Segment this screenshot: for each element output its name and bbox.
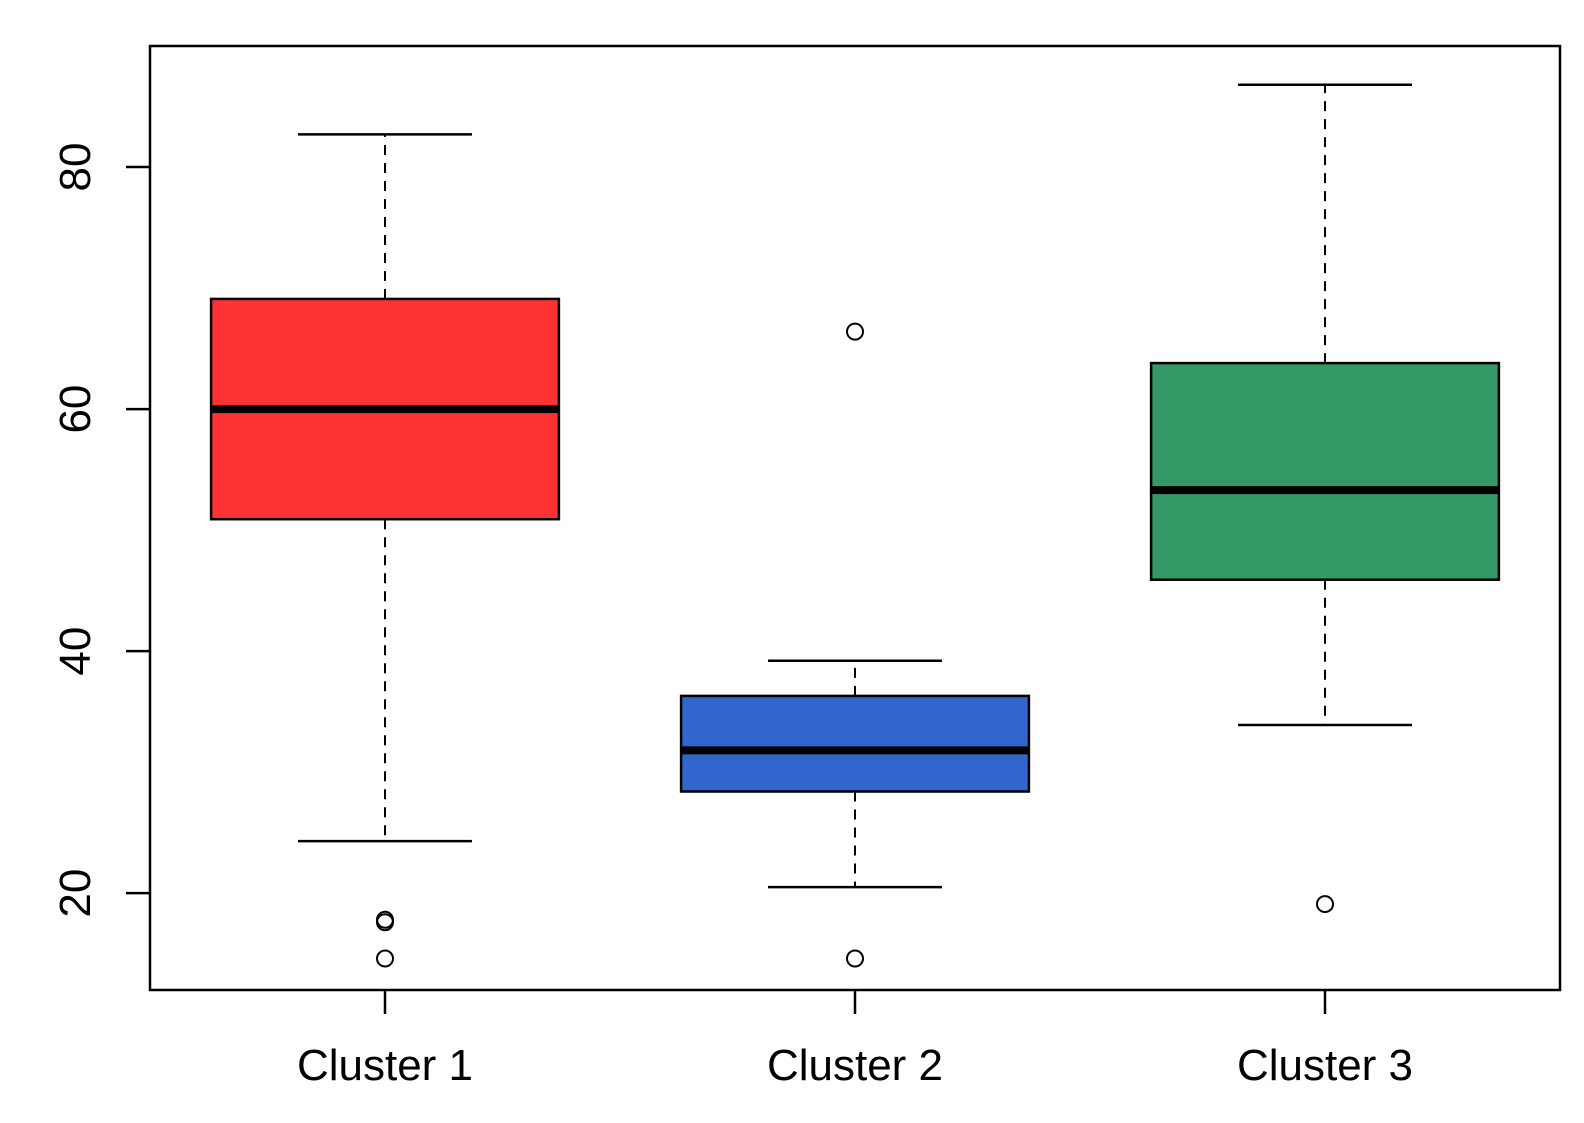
y-tick-label: 20 — [51, 869, 100, 918]
outlier-point — [1316, 895, 1334, 914]
outlier-point — [846, 322, 864, 341]
box-2 — [679, 322, 1031, 968]
x-tick-label: Cluster 2 — [767, 1041, 943, 1090]
iqr-box — [1149, 361, 1501, 581]
y-tick-label: 80 — [51, 143, 100, 192]
x-tick-label: Cluster 1 — [297, 1041, 473, 1090]
outlier-point — [376, 949, 394, 968]
y-tick-label: 40 — [51, 627, 100, 676]
x-axis: Cluster 1 Cluster 2 Cluster 3 — [297, 990, 1413, 1090]
outlier-point — [846, 949, 864, 968]
box-1 — [209, 133, 561, 968]
y-tick-label: 60 — [51, 385, 100, 434]
box-series — [209, 83, 1501, 968]
iqr-box — [679, 694, 1031, 793]
x-tick-label: Cluster 3 — [1237, 1041, 1413, 1090]
y-axis: 20 40 60 80 — [51, 143, 150, 918]
box-3 — [1149, 83, 1501, 914]
outlier-point — [376, 910, 394, 929]
